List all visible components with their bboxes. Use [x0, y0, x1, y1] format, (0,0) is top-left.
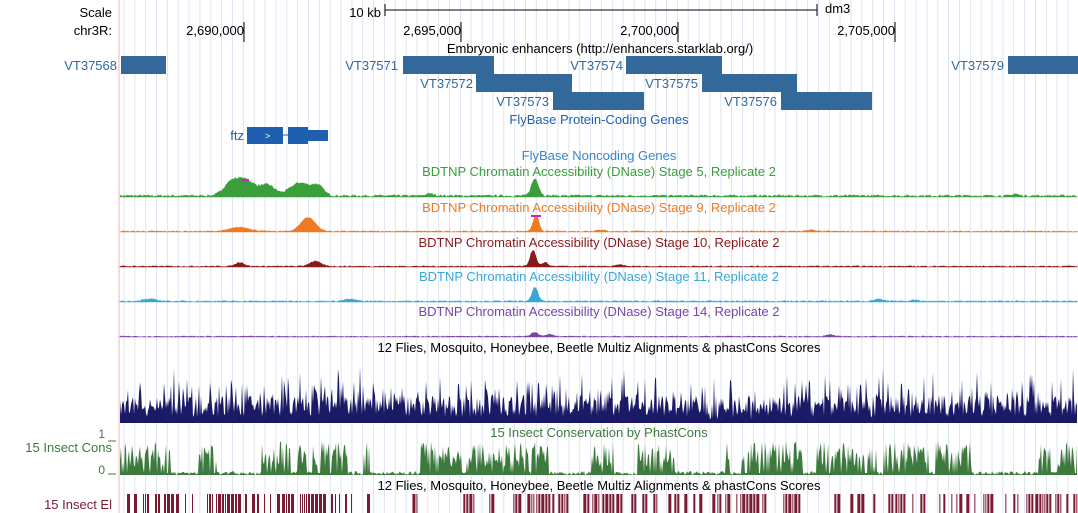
dnase-tracks[interactable]: BDTNP Chromatin Accessibility (DNase) St…	[119, 164, 1078, 338]
enhancer-label[interactable]: VT37568	[64, 58, 117, 73]
gene-label-ftz[interactable]: ftz	[230, 128, 244, 143]
signal-clip-marker	[241, 179, 249, 181]
signal-clip-marker	[531, 215, 541, 217]
insect-elements-track-title: 12 Flies, Mosquito, Honeybee, Beetle Mul…	[378, 478, 821, 493]
dnase-track-title: BDTNP Chromatin Accessibility (DNase) St…	[422, 164, 776, 179]
dnase-signal-stage-5[interactable]	[119, 176, 1078, 198]
enhancers-track[interactable]: Embryonic enhancers (http://enhancers.st…	[64, 41, 1078, 110]
scale-label: Scale	[79, 5, 112, 20]
gene-exon[interactable]	[247, 127, 283, 144]
strand-arrow-icon: >	[265, 131, 270, 141]
multiz-track-title: 12 Flies, Mosquito, Honeybee, Beetle Mul…	[378, 340, 821, 355]
enhancer-label[interactable]: VT37573	[496, 94, 549, 109]
enhancer-feature[interactable]	[626, 56, 722, 74]
dnase-track-title: BDTNP Chromatin Accessibility (DNase) St…	[418, 235, 779, 250]
scale-value: 10 kb	[349, 5, 381, 20]
base-position-ruler[interactable]: Scale 10 kb dm3 chr3R: 2,690,000 2,695,0…	[74, 1, 896, 42]
enhancer-label[interactable]: VT37574	[570, 58, 623, 73]
noncoding-genes-track-title[interactable]: FlyBase Noncoding Genes	[522, 148, 677, 163]
genes-track-title: FlyBase Protein-Coding Genes	[509, 112, 689, 127]
gene-utr[interactable]	[308, 130, 328, 141]
insect-cons-side-label[interactable]: 15 Insect Cons	[25, 440, 112, 455]
enhancer-feature[interactable]	[476, 74, 572, 92]
insect-cons-track[interactable]: 15 Insect Cons 15 Insect Conservation by…	[25, 425, 1077, 477]
dnase-signal-stage-11[interactable]	[119, 287, 1078, 303]
enhancer-feature[interactable]	[553, 92, 644, 110]
insect-elements-side-label[interactable]: 15 Insect El	[44, 497, 112, 512]
multiz-conservation-signal[interactable]	[120, 367, 1077, 423]
gene-exon[interactable]	[288, 127, 308, 144]
insect-elements-track[interactable]: 15 Insect El 12 Flies, Mosquito, Honeybe…	[44, 478, 1078, 513]
protein-coding-genes-track[interactable]: FlyBase Protein-Coding Genes ftz >	[230, 112, 689, 144]
dnase-signal-stage-10[interactable]	[119, 250, 1078, 268]
enhancer-label[interactable]: VT37572	[420, 76, 473, 91]
cons-axis-min: 0	[98, 463, 105, 477]
cons-axis-max: 1	[98, 427, 105, 441]
enhancer-label[interactable]: VT37579	[951, 58, 1004, 73]
dnase-track-title: BDTNP Chromatin Accessibility (DNase) St…	[418, 304, 779, 319]
enhancer-label[interactable]: VT37571	[345, 58, 398, 73]
ruler-tick-label: 2,700,000	[620, 23, 678, 38]
enhancer-feature[interactable]	[702, 74, 797, 92]
enhancer-label[interactable]: VT37575	[645, 76, 698, 91]
multiz-track[interactable]: 12 Flies, Mosquito, Honeybee, Beetle Mul…	[120, 340, 1077, 423]
insect-cons-signal[interactable]	[120, 441, 1077, 475]
enhancer-feature[interactable]	[403, 56, 494, 74]
ruler-tick-label: 2,705,000	[837, 23, 895, 38]
chromosome-label: chr3R:	[74, 23, 112, 38]
enhancer-feature[interactable]	[1008, 56, 1078, 74]
dnase-signal-stage-9[interactable]	[119, 214, 1078, 233]
dnase-signal-stage-14[interactable]	[119, 332, 1078, 338]
dnase-track-title: BDTNP Chromatin Accessibility (DNase) St…	[422, 200, 776, 215]
dnase-track-title: BDTNP Chromatin Accessibility (DNase) St…	[419, 269, 779, 284]
enhancer-feature[interactable]	[121, 56, 166, 74]
insect-cons-track-title: 15 Insect Conservation by PhastCons	[490, 425, 708, 440]
ruler-tick-label: 2,695,000	[403, 23, 461, 38]
enhancer-feature[interactable]	[781, 92, 872, 110]
enhancer-label[interactable]: VT37576	[724, 94, 777, 109]
assembly-label: dm3	[825, 1, 850, 16]
enhancers-track-title: Embryonic enhancers (http://enhancers.st…	[447, 41, 753, 56]
ruler-tick-label: 2,690,000	[186, 23, 244, 38]
insect-conserved-elements[interactable]	[127, 494, 1078, 513]
